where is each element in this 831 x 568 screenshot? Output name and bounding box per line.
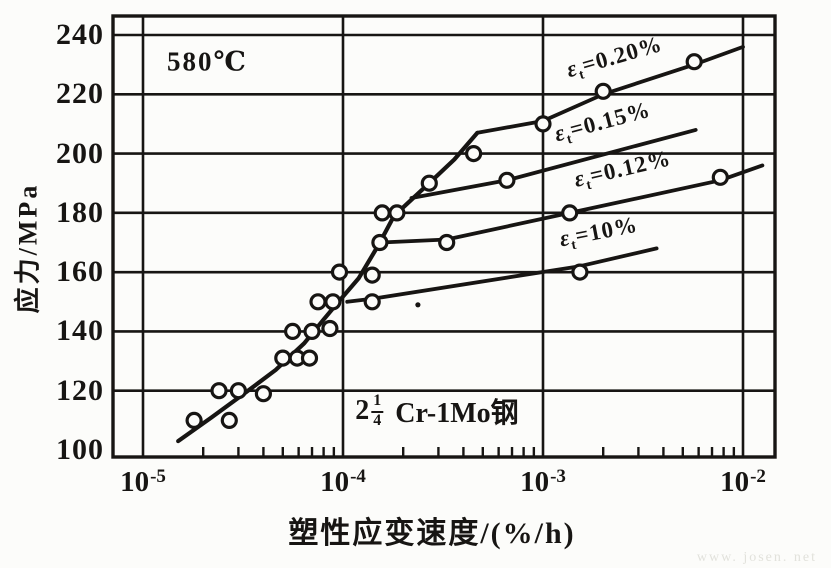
data-point: [363, 293, 381, 311]
y-tick-label: 140: [56, 314, 104, 348]
data-point: [534, 115, 552, 133]
material-whole-number: 2: [355, 395, 370, 427]
data-point: [324, 293, 342, 311]
data-point: [438, 233, 456, 252]
data-point: [229, 382, 247, 400]
x-tick-label: 10-5: [98, 466, 188, 499]
data-point: [284, 322, 302, 340]
y-tick-label: 160: [56, 255, 104, 289]
x-tick-exponent: -5: [150, 466, 166, 487]
data-point: [254, 385, 272, 403]
data-point: [330, 263, 349, 281]
temperature-label: 580℃: [167, 46, 248, 77]
x-tick-label: 10-3: [498, 466, 588, 499]
x-tick-label: 10-2: [698, 466, 788, 499]
data-point: [571, 263, 589, 281]
y-tick-label: 240: [56, 18, 104, 51]
data-point: [373, 204, 391, 222]
data-point: [594, 82, 612, 100]
stray-ink-dot: [415, 302, 421, 308]
data-point: [388, 204, 406, 222]
x-tick-base: 10: [320, 466, 350, 498]
data-point: [321, 319, 339, 338]
data-point: [274, 349, 292, 367]
x-tick-exponent: -3: [550, 466, 566, 487]
data-point: [685, 53, 703, 71]
x-tick-exponent: -2: [750, 466, 766, 487]
y-tick-label: 100: [56, 433, 104, 466]
data-point: [300, 349, 319, 367]
data-point: [185, 411, 203, 429]
watermark: www. josen. net: [696, 550, 817, 565]
material-label: 2 1 4 Cr-1Mo钢: [355, 391, 518, 431]
data-point: [303, 322, 321, 340]
x-tick-label: 10-4: [298, 466, 388, 499]
curve-strain-10: [345, 246, 659, 304]
data-point: [220, 411, 238, 429]
data-point: [420, 174, 438, 192]
data-point: [561, 204, 579, 222]
y-tick-label: 180: [56, 195, 104, 229]
fraction-numerator: 1: [371, 392, 384, 413]
x-axis-title: 塑性应变速度/(%/h): [288, 517, 576, 550]
y-tick-label: 220: [56, 77, 104, 111]
x-tick-base: 10: [720, 466, 750, 498]
data-point: [309, 293, 327, 311]
x-tick-base: 10: [120, 466, 150, 498]
data-point: [711, 168, 729, 186]
data-point: [498, 171, 516, 189]
data-point: [371, 233, 389, 252]
material-name: Cr-1Mo钢: [395, 398, 519, 430]
x-tick-exponent: -4: [350, 466, 366, 487]
y-tick-label: 120: [56, 373, 104, 407]
fraction-denominator: 4: [373, 411, 382, 429]
data-point: [363, 266, 381, 284]
x-tick-base: 10: [520, 466, 550, 498]
y-tick-label: 200: [56, 136, 104, 170]
plot-frame: [111, 14, 777, 459]
data-point: [465, 145, 483, 163]
data-point: [210, 382, 228, 400]
